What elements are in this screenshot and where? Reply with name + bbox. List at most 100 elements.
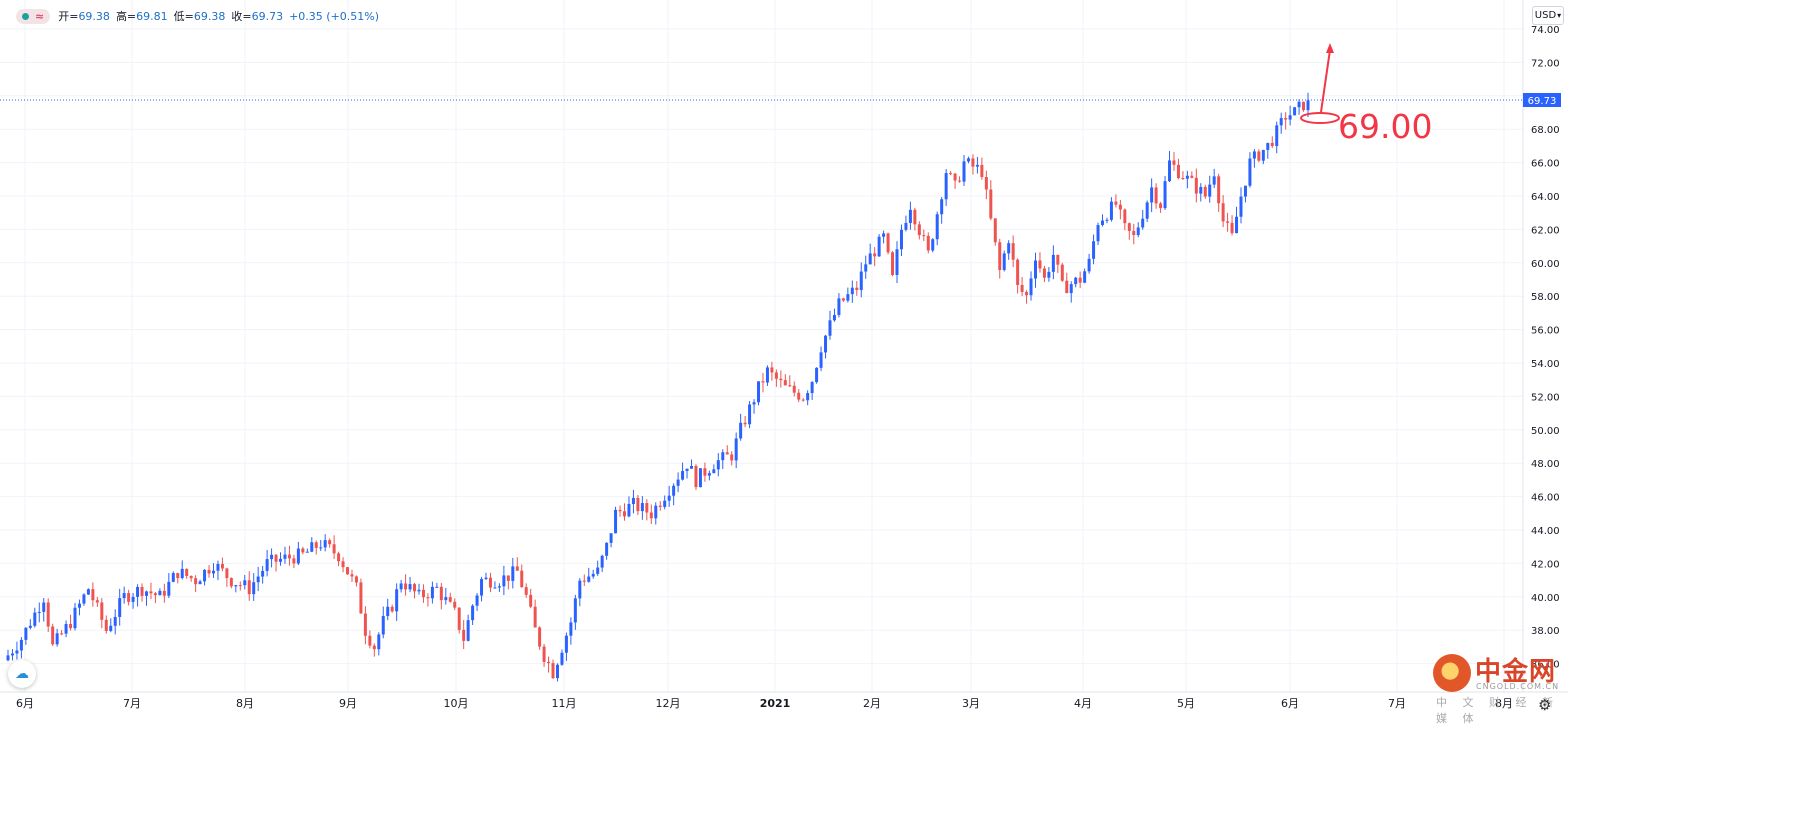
candle-body xyxy=(42,602,46,612)
candle xyxy=(243,574,247,590)
candle xyxy=(220,557,224,572)
candle-body xyxy=(998,242,1002,270)
y-tick-label: 46.00 xyxy=(1531,493,1560,504)
candle xyxy=(1252,149,1256,168)
candle xyxy=(922,229,926,242)
candle-body xyxy=(935,214,939,240)
chevron-down-icon: ▾ xyxy=(1557,11,1562,20)
candle-body xyxy=(953,173,957,181)
candle-body xyxy=(203,569,207,582)
price-chart[interactable]: 74.0072.0070.0068.0066.0064.0062.0060.00… xyxy=(0,0,1568,716)
y-tick-label: 40.00 xyxy=(1531,593,1560,604)
candle xyxy=(743,416,747,428)
currency-select[interactable]: USD ▾ xyxy=(1532,6,1564,25)
candle xyxy=(1074,276,1078,288)
candle xyxy=(1288,105,1292,126)
tradingview-logo-icon[interactable]: ☁ xyxy=(8,660,36,688)
candle xyxy=(1123,208,1127,231)
candle-body xyxy=(1127,223,1131,231)
candle-body xyxy=(109,625,113,631)
candle xyxy=(377,632,381,656)
candle xyxy=(868,243,872,265)
candle-body xyxy=(462,629,466,641)
candle xyxy=(1302,101,1306,112)
settings-gear-icon[interactable]: ⚙ xyxy=(1538,696,1552,714)
watermark-tagline: 中 文 财 经 新 媒 体 xyxy=(1436,696,1559,725)
candle-body xyxy=(430,586,434,599)
candle xyxy=(1208,175,1212,203)
candle-body xyxy=(859,271,863,291)
candle xyxy=(234,584,238,593)
candle-body xyxy=(587,576,591,582)
candle xyxy=(323,534,327,552)
candle-body xyxy=(658,505,662,507)
candle-body xyxy=(444,597,448,601)
candle xyxy=(1033,252,1037,288)
candle xyxy=(162,583,166,603)
candle xyxy=(1092,234,1096,265)
candle-body xyxy=(757,381,761,403)
symbol-toggle[interactable]: ≈ xyxy=(16,8,51,24)
candle-body xyxy=(703,468,707,476)
candle-body xyxy=(1020,284,1024,292)
candle xyxy=(453,598,457,611)
candle xyxy=(560,649,564,666)
candle-body xyxy=(779,378,783,381)
candle xyxy=(149,582,153,600)
candle xyxy=(676,472,680,493)
candle-body xyxy=(926,235,930,251)
candle-body xyxy=(448,597,452,602)
close-label: 收= xyxy=(231,10,252,23)
y-tick-label: 38.00 xyxy=(1531,626,1560,637)
candle xyxy=(1163,175,1167,210)
candle-body xyxy=(649,512,653,519)
candle xyxy=(109,618,113,633)
candle xyxy=(864,255,868,279)
candle-body xyxy=(140,586,144,596)
candle xyxy=(631,489,635,514)
candle-body xyxy=(46,602,50,627)
candle-body xyxy=(524,587,528,595)
candle xyxy=(944,169,948,206)
candle xyxy=(980,157,984,180)
candle-body xyxy=(1203,186,1207,197)
candle xyxy=(806,390,810,406)
candle xyxy=(488,572,492,593)
candle xyxy=(430,581,434,604)
candle-body xyxy=(1306,100,1310,111)
candle-body xyxy=(672,485,676,496)
y-tick-label: 50.00 xyxy=(1531,426,1560,437)
candle-body xyxy=(216,563,220,571)
candle xyxy=(372,643,376,657)
candle xyxy=(547,656,551,673)
candle xyxy=(730,451,734,466)
candle xyxy=(225,567,229,587)
candle xyxy=(551,659,555,679)
candle xyxy=(993,218,997,246)
candle-body xyxy=(1074,277,1078,285)
candle xyxy=(252,573,256,601)
candle-body xyxy=(694,466,698,488)
candle-body xyxy=(1056,254,1060,265)
candle-body xyxy=(922,235,926,237)
candle xyxy=(855,281,859,296)
candle xyxy=(140,583,144,602)
candle-body xyxy=(1266,142,1270,150)
candle xyxy=(185,568,189,579)
y-tick-label: 66.00 xyxy=(1531,159,1560,170)
candle-body xyxy=(618,509,622,512)
x-tick-label: 6月 xyxy=(1281,697,1299,710)
x-tick-label: 6月 xyxy=(16,697,34,710)
candle xyxy=(1002,250,1006,272)
candle xyxy=(538,626,542,650)
candle-body xyxy=(185,568,189,577)
candle xyxy=(935,211,939,246)
candle-body xyxy=(153,593,157,596)
candle xyxy=(788,375,792,387)
candle-body xyxy=(547,661,551,664)
candle xyxy=(1029,271,1033,301)
candle xyxy=(363,606,367,645)
candle xyxy=(1235,206,1239,234)
y-tick-label: 44.00 xyxy=(1531,526,1560,537)
candle xyxy=(975,156,979,174)
